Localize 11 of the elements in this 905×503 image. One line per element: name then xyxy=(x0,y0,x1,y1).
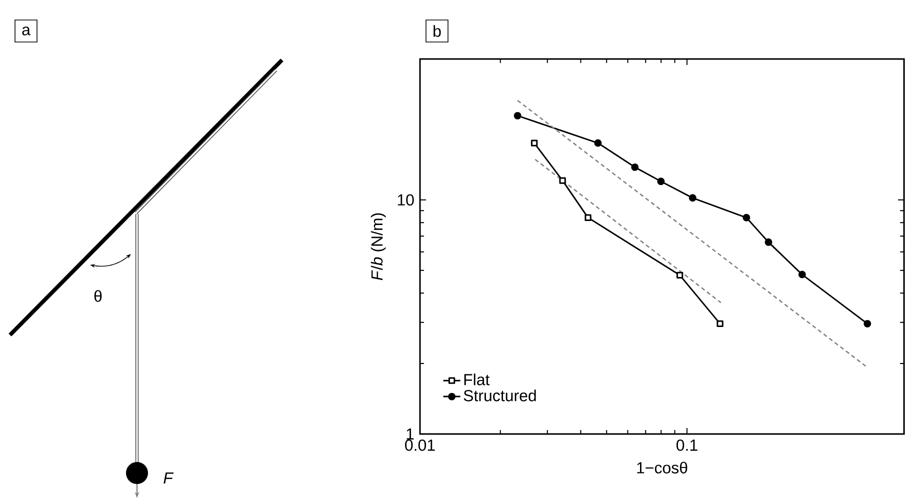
text: F xyxy=(164,472,174,484)
legend-label: Flat xyxy=(464,374,490,386)
legend-label: Structured xyxy=(464,390,536,402)
text: θ xyxy=(94,290,102,302)
y-tick-label: 1 xyxy=(406,428,414,440)
y-tick-label: 10 xyxy=(398,194,414,206)
x-tick-label: 0.01 xyxy=(405,440,435,451)
text: b xyxy=(434,25,441,37)
text: a xyxy=(22,26,30,36)
x-tick-label: 0.1 xyxy=(676,440,698,451)
x-axis-title: 1−cosθ xyxy=(637,462,688,474)
